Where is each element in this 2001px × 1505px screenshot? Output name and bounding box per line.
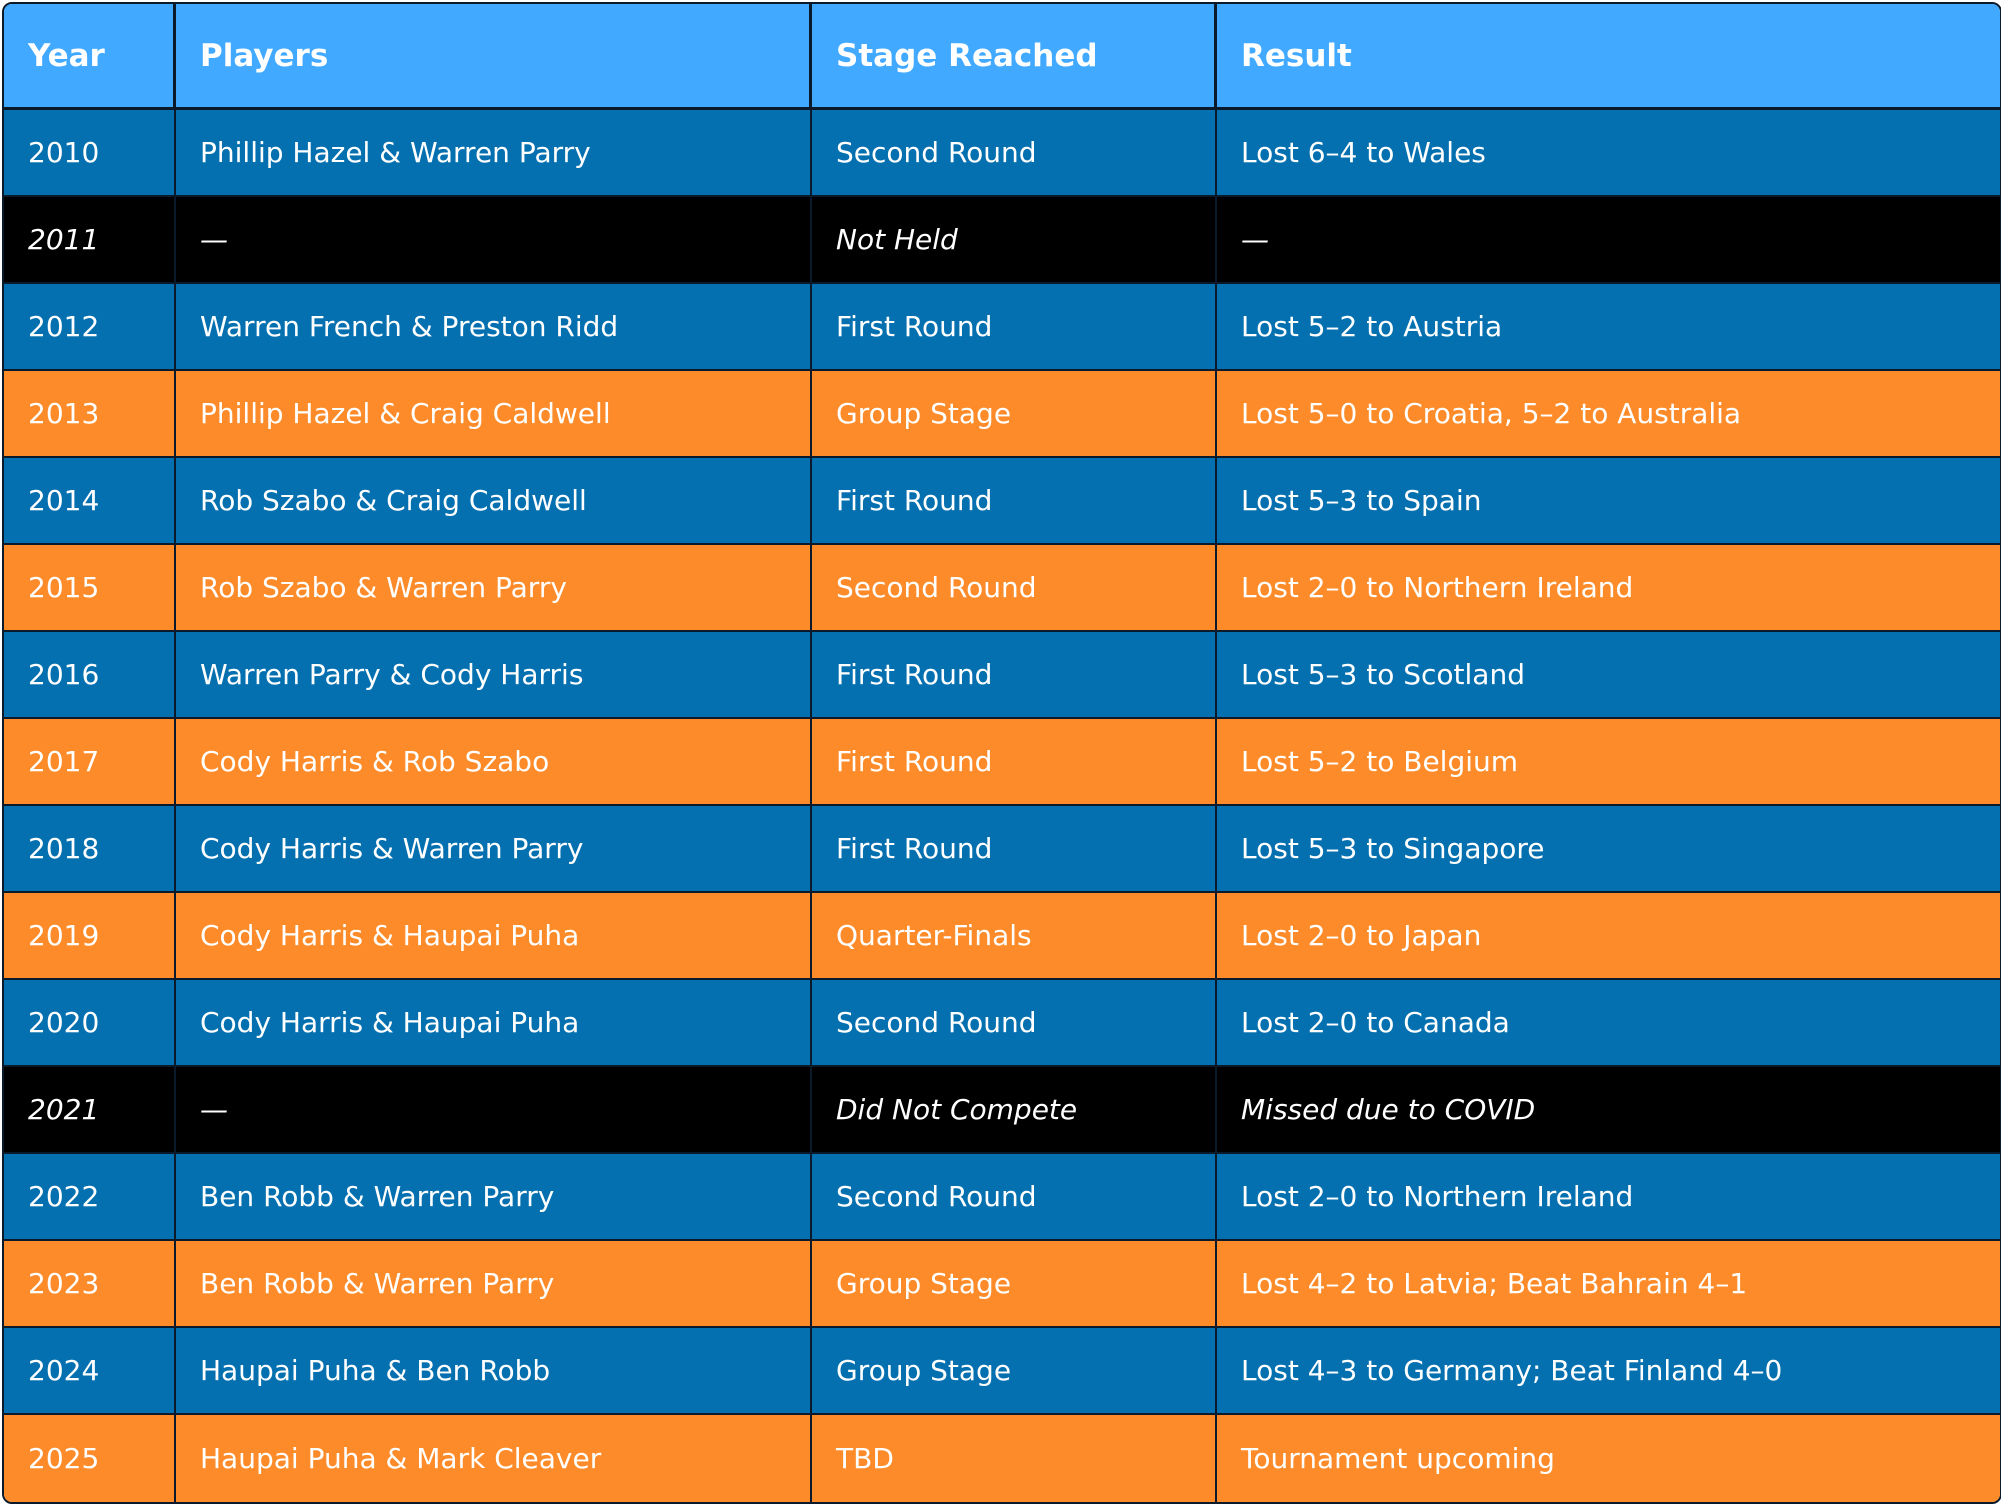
- table-body: 2010 Phillip Hazel & Warren Parry Second R…: [4, 110, 2000, 1502]
- cell-players: Rob Szabo & Craig Caldwell: [176, 458, 812, 545]
- table-row: 2015 Rob Szabo & Warren Parry Second Round…: [4, 545, 2000, 632]
- table-row: 2017 Cody Harris & Rob Szabo First Round Lo…: [4, 719, 2000, 806]
- cell-result: Lost 2–0 to Northern Ireland: [1217, 1154, 2000, 1241]
- cell-stage: First Round: [812, 719, 1217, 806]
- header-players: Players: [176, 4, 812, 110]
- cell-year: 2025: [4, 1415, 176, 1502]
- cell-result: —: [1217, 197, 2000, 284]
- cell-year: 2024: [4, 1328, 176, 1415]
- table-row: 2012 Warren French & Preston Ridd First Ro…: [4, 284, 2000, 371]
- cell-result: Lost 5–0 to Croatia, 5–2 to Australia: [1217, 371, 2000, 458]
- cell-result: Tournament upcoming: [1217, 1415, 2000, 1502]
- cell-stage: TBD: [812, 1415, 1217, 1502]
- cell-year: 2010: [4, 110, 176, 197]
- cell-result: Missed due to COVID: [1217, 1067, 2000, 1154]
- cell-result: Lost 2–0 to Canada: [1217, 980, 2000, 1067]
- table-row: 2019 Cody Harris & Haupai Puha Quarter-Fin…: [4, 893, 2000, 980]
- cell-players: Cody Harris & Haupai Puha: [176, 893, 812, 980]
- cell-players: Cody Harris & Rob Szabo: [176, 719, 812, 806]
- table-row: 2022 Ben Robb & Warren Parry Second Round L…: [4, 1154, 2000, 1241]
- cell-players: Warren French & Preston Ridd: [176, 284, 812, 371]
- cell-players: Phillip Hazel & Craig Caldwell: [176, 371, 812, 458]
- cell-stage: Second Round: [812, 110, 1217, 197]
- cell-stage: Group Stage: [812, 371, 1217, 458]
- cell-result: Lost 5–3 to Scotland: [1217, 632, 2000, 719]
- cell-players: Cody Harris & Haupai Puha: [176, 980, 812, 1067]
- cell-stage: First Round: [812, 806, 1217, 893]
- cell-year: 2023: [4, 1241, 176, 1328]
- cell-stage: Did Not Compete: [812, 1067, 1217, 1154]
- cell-result: Lost 5–2 to Austria: [1217, 284, 2000, 371]
- cell-stage: First Round: [812, 458, 1217, 545]
- table-row: 2025 Haupai Puha & Mark Cleaver TBD Tournam…: [4, 1415, 2000, 1502]
- cell-result: Lost 5–3 to Spain: [1217, 458, 2000, 545]
- table-row: 2010 Phillip Hazel & Warren Parry Second R…: [4, 110, 2000, 197]
- cell-year: 2018: [4, 806, 176, 893]
- cell-stage: First Round: [812, 632, 1217, 719]
- cell-result: Lost 4–2 to Latvia; Beat Bahrain 4–1: [1217, 1241, 2000, 1328]
- cell-stage: First Round: [812, 284, 1217, 371]
- header-stage-reached: Stage Reached: [812, 4, 1217, 110]
- cell-year: 2013: [4, 371, 176, 458]
- cell-year: 2012: [4, 284, 176, 371]
- cell-year: 2016: [4, 632, 176, 719]
- table-row: 2020 Cody Harris & Haupai Puha Second Roun…: [4, 980, 2000, 1067]
- table-row: 2024 Haupai Puha & Ben Robb Group Stage Los…: [4, 1328, 2000, 1415]
- cell-year: 2020: [4, 980, 176, 1067]
- table-row: 2013 Phillip Hazel & Craig Caldwell Group …: [4, 371, 2000, 458]
- cell-stage: Group Stage: [812, 1328, 1217, 1415]
- cell-year: 2021: [4, 1067, 176, 1154]
- cell-players: —: [176, 197, 812, 284]
- header-result: Result: [1217, 4, 2000, 110]
- table-row: 2023 Ben Robb & Warren Parry Group Stage Lo…: [4, 1241, 2000, 1328]
- cell-players: Haupai Puha & Ben Robb: [176, 1328, 812, 1415]
- cell-year: 2019: [4, 893, 176, 980]
- table-row: 2014 Rob Szabo & Craig Caldwell First Roun…: [4, 458, 2000, 545]
- cell-result: Lost 5–2 to Belgium: [1217, 719, 2000, 806]
- cell-result: Lost 4–3 to Germany; Beat Finland 4–0: [1217, 1328, 2000, 1415]
- table-row: 2021— Did Not Compete Missed due to COVID: [4, 1067, 2000, 1154]
- header-year: Year: [4, 4, 176, 110]
- cell-result: Lost 6–4 to Wales: [1217, 110, 2000, 197]
- cell-players: —: [176, 1067, 812, 1154]
- cell-stage: Quarter-Finals: [812, 893, 1217, 980]
- cell-year: 2011: [4, 197, 176, 284]
- cell-year: 2015: [4, 545, 176, 632]
- cell-players: Rob Szabo & Warren Parry: [176, 545, 812, 632]
- cell-result: Lost 5–3 to Singapore: [1217, 806, 2000, 893]
- cell-players: Warren Parry & Cody Harris: [176, 632, 812, 719]
- table-row: 2011— Not Held —: [4, 197, 2000, 284]
- table-row: 2016 Warren Parry & Cody Harris First Roun…: [4, 632, 2000, 719]
- cell-result: Lost 2–0 to Northern Ireland: [1217, 545, 2000, 632]
- table-row: 2018 Cody Harris & Warren Parry First Roun…: [4, 806, 2000, 893]
- table-header: Year Players Stage Reached Result: [4, 4, 2000, 110]
- cell-players: Phillip Hazel & Warren Parry: [176, 110, 812, 197]
- cell-stage: Second Round: [812, 980, 1217, 1067]
- cell-players: Haupai Puha & Mark Cleaver: [176, 1415, 812, 1502]
- cell-stage: Group Stage: [812, 1241, 1217, 1328]
- cell-players: Cody Harris & Warren Parry: [176, 806, 812, 893]
- cell-year: 2017: [4, 719, 176, 806]
- cell-stage: Not Held: [812, 197, 1217, 284]
- cell-stage: Second Round: [812, 545, 1217, 632]
- cell-year: 2014: [4, 458, 176, 545]
- header-row: Year Players Stage Reached Result: [4, 4, 2000, 110]
- cell-stage: Second Round: [812, 1154, 1217, 1241]
- cell-players: Ben Robb & Warren Parry: [176, 1241, 812, 1328]
- cell-year: 2022: [4, 1154, 176, 1241]
- cell-result: Lost 2–0 to Japan: [1217, 893, 2000, 980]
- cell-players: Ben Robb & Warren Parry: [176, 1154, 812, 1241]
